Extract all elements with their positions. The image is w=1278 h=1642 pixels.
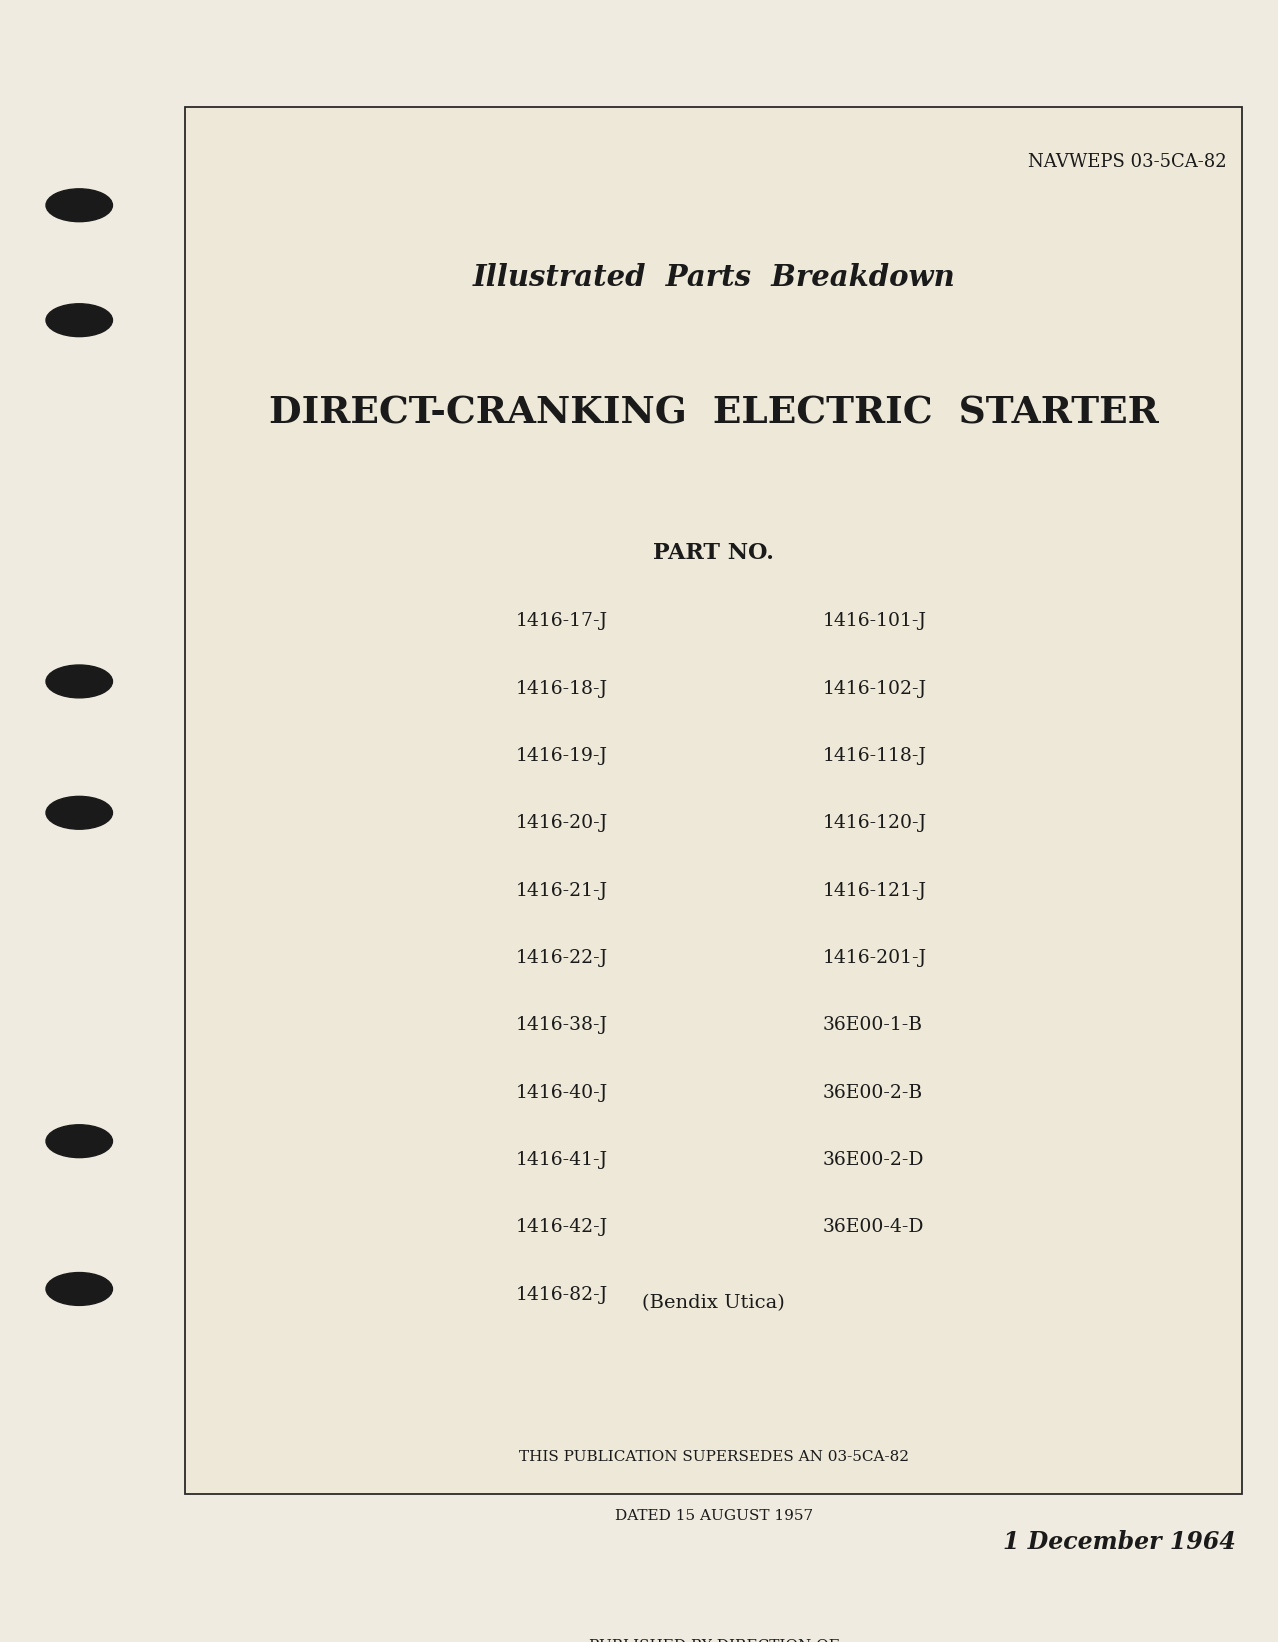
- Text: 1416-101-J: 1416-101-J: [823, 612, 927, 631]
- Text: Illustrated  Parts  Breakdown: Illustrated Parts Breakdown: [473, 263, 955, 292]
- Text: 1416-38-J: 1416-38-J: [516, 1016, 608, 1034]
- Text: (Bendix Utica): (Bendix Utica): [643, 1294, 785, 1312]
- Ellipse shape: [46, 189, 112, 222]
- Text: 1416-17-J: 1416-17-J: [516, 612, 608, 631]
- Text: 36E00-4-D: 36E00-4-D: [823, 1218, 924, 1236]
- Bar: [185, 107, 1242, 1494]
- Text: 36E00-1-B: 36E00-1-B: [823, 1016, 923, 1034]
- Text: 1416-22-J: 1416-22-J: [516, 949, 608, 967]
- Text: 1416-21-J: 1416-21-J: [516, 882, 608, 900]
- Ellipse shape: [46, 665, 112, 698]
- Text: 1 December 1964: 1 December 1964: [1003, 1530, 1236, 1555]
- Text: 36E00-2-B: 36E00-2-B: [823, 1084, 923, 1102]
- Text: 1416-121-J: 1416-121-J: [823, 882, 927, 900]
- Text: PUBLISHED BY DIRECTION OF: PUBLISHED BY DIRECTION OF: [589, 1639, 838, 1642]
- Text: 1416-19-J: 1416-19-J: [516, 747, 607, 765]
- Ellipse shape: [46, 304, 112, 337]
- Ellipse shape: [46, 1273, 112, 1305]
- Ellipse shape: [46, 1125, 112, 1158]
- Text: NAVWEPS 03-5CA-82: NAVWEPS 03-5CA-82: [1029, 153, 1227, 171]
- Text: THIS PUBLICATION SUPERSEDES AN 03-5CA-82: THIS PUBLICATION SUPERSEDES AN 03-5CA-82: [519, 1450, 909, 1465]
- Text: 1416-40-J: 1416-40-J: [516, 1084, 608, 1102]
- Text: 1416-42-J: 1416-42-J: [516, 1218, 608, 1236]
- Text: 1416-201-J: 1416-201-J: [823, 949, 927, 967]
- Text: PART NO.: PART NO.: [653, 542, 774, 563]
- Text: DIRECT-CRANKING  ELECTRIC  STARTER: DIRECT-CRANKING ELECTRIC STARTER: [268, 394, 1159, 432]
- Text: 1416-120-J: 1416-120-J: [823, 814, 927, 832]
- Text: 1416-41-J: 1416-41-J: [516, 1151, 608, 1169]
- Text: 1416-118-J: 1416-118-J: [823, 747, 927, 765]
- Text: DATED 15 AUGUST 1957: DATED 15 AUGUST 1957: [615, 1509, 813, 1524]
- Text: 1416-20-J: 1416-20-J: [516, 814, 608, 832]
- Text: 36E00-2-D: 36E00-2-D: [823, 1151, 924, 1169]
- Ellipse shape: [46, 796, 112, 829]
- Text: 1416-82-J: 1416-82-J: [516, 1286, 608, 1304]
- Text: 1416-18-J: 1416-18-J: [516, 680, 608, 698]
- Text: 1416-102-J: 1416-102-J: [823, 680, 927, 698]
